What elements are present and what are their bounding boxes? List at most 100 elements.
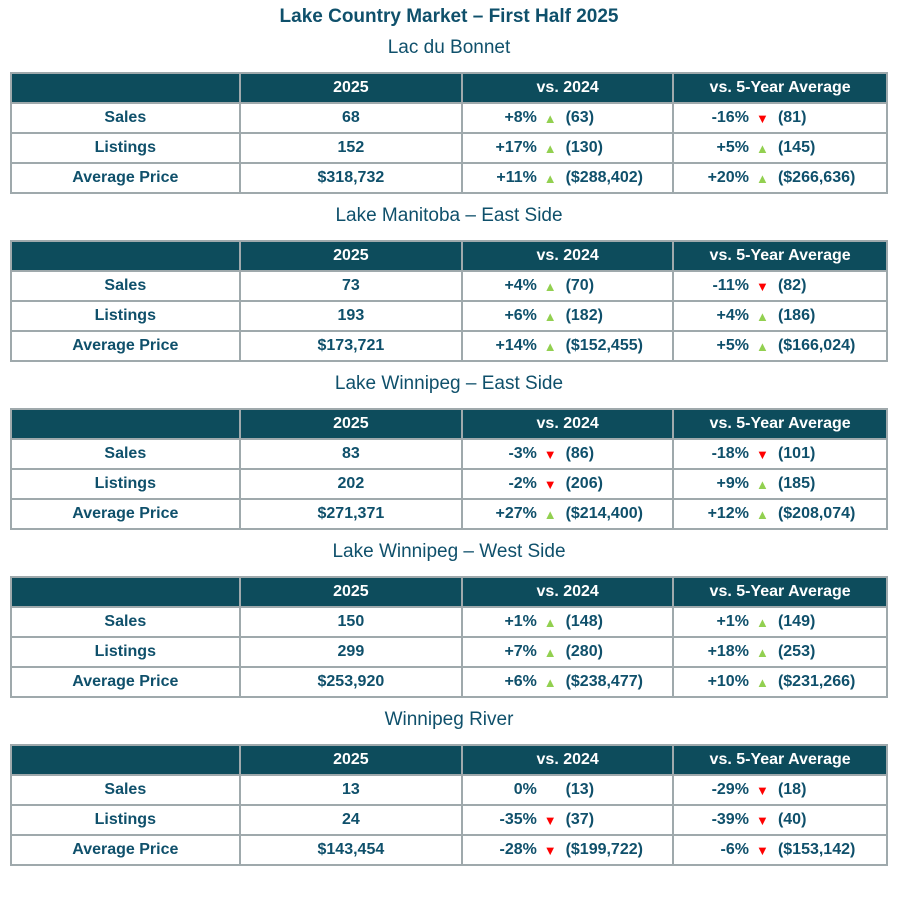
section-title: Lac du Bonnet (387, 37, 511, 58)
vs-2024-cell-content: +6% ▲ (182) (465, 307, 670, 325)
metric-column-header (10, 576, 241, 608)
vs-2024-cell: +17% ▲ (130) (461, 132, 675, 164)
trend-down-icon: ▼ (756, 842, 769, 858)
column-header-vs-5-year-average: vs. 5-Year Average (672, 72, 888, 104)
row-label: Sales (10, 606, 241, 638)
table-row-average-price: Average Price $173,721 +14% ▲ ($152,455) +5% ▲… (10, 330, 888, 362)
pct-text: +1% (504, 613, 537, 630)
pct-text: -18% (711, 445, 749, 462)
column-header-vs-2024: vs. 2024 (461, 408, 675, 440)
vs-5yr-cell-content: +18% ▲ (253) (676, 643, 884, 661)
vs-2024-cell: -3% ▼ (86) (461, 438, 675, 470)
table-row-sales: Sales 73 +4% ▲ (70) -11% ▼ (82) (10, 270, 888, 302)
trend-up-icon: ▲ (543, 278, 557, 294)
row-label: Sales (10, 774, 241, 806)
section-title: Lake Winnipeg – East Side (334, 373, 564, 394)
vs-5yr-cell-content: +10% ▲ ($231,266) (676, 673, 884, 691)
pct-text: +12% (707, 505, 749, 522)
pct-text: +14% (495, 337, 537, 354)
vs-2024-cell-content: +4% ▲ (70) (465, 277, 670, 295)
vs-5yr-cell-content: -29% ▼ (18) (676, 781, 884, 799)
header-row: 2025 vs. 2024 vs. 5-Year Average (10, 744, 888, 776)
vs-2024-cell: +6% ▲ (182) (461, 300, 675, 332)
prior-value: (70) (565, 277, 595, 294)
prior-value: (63) (565, 109, 595, 126)
value-2025: $271,371 (238, 498, 464, 530)
vs-5yr-cell: +10% ▲ ($231,266) (672, 666, 888, 698)
trend-down-icon: ▼ (756, 812, 769, 828)
prior-value: (145) (777, 139, 816, 156)
table-row-average-price: Average Price $318,732 +11% ▲ ($288,402) +20%… (10, 162, 888, 194)
prior-value: ($208,074) (777, 505, 856, 522)
prior-value: ($238,477) (565, 673, 643, 690)
vs-2024-cell: -28% ▼ ($199,722) (461, 834, 675, 866)
trend-up-icon: ▲ (756, 170, 769, 186)
vs-5yr-cell-content: +20% ▲ ($266,636) (676, 169, 884, 187)
section-lake-winnipeg-east-side: Lake Winnipeg – East Side 2025 vs. 2024 vs.… (10, 372, 888, 530)
pct-text: -11% (712, 277, 749, 294)
column-header-vs-2024: vs. 2024 (461, 744, 675, 776)
trend-down-icon: ▼ (543, 446, 557, 462)
vs-5yr-cell-content: +4% ▲ (186) (676, 307, 884, 325)
vs-5yr-cell: +5% ▲ ($166,024) (672, 330, 888, 362)
trend-up-icon: ▲ (756, 644, 769, 660)
trend-up-icon: ▲ (756, 476, 769, 492)
pct-text: +9% (716, 475, 749, 492)
row-label: Average Price (10, 162, 241, 194)
pct-text: +6% (504, 307, 537, 324)
trend-up-icon: ▲ (756, 674, 769, 690)
vs-5yr-cell: -18% ▼ (101) (672, 438, 888, 470)
value-2025: 83 (238, 438, 464, 470)
vs-2024-cell-content: +6% ▲ ($238,477) (465, 673, 670, 691)
column-header-2025: 2025 (238, 744, 464, 776)
vs-5yr-cell: -11% ▼ (82) (672, 270, 888, 302)
table-row-sales: Sales 150 +1% ▲ (148) +1% ▲ (149) (10, 606, 888, 638)
column-header-vs-2024: vs. 2024 (461, 72, 675, 104)
prior-value: (82) (777, 277, 807, 294)
row-label: Average Price (10, 834, 241, 866)
vs-5yr-cell-content: -39% ▼ (40) (676, 811, 884, 829)
vs-5yr-cell: +5% ▲ (145) (672, 132, 888, 164)
vs-5yr-cell-content: +5% ▲ ($166,024) (676, 337, 884, 355)
section-lac-du-bonnet: Lac du Bonnet 2025 vs. 2024 vs. 5-Year Aver… (10, 36, 888, 194)
pct-text: +5% (716, 337, 749, 354)
row-label: Sales (10, 102, 241, 134)
prior-value: (206) (565, 475, 603, 492)
prior-value: ($153,142) (777, 841, 856, 858)
column-header-2025: 2025 (238, 72, 464, 104)
column-header-vs-2024: vs. 2024 (461, 576, 675, 608)
value-2025: 202 (238, 468, 464, 500)
row-label: Average Price (10, 498, 241, 530)
vs-2024-cell-content: -28% ▼ ($199,722) (465, 841, 670, 859)
trend-up-icon: ▲ (756, 140, 769, 156)
value-2025: 24 (238, 804, 464, 836)
table-row-sales: Sales 68 +8% ▲ (63) -16% ▼ (81) (10, 102, 888, 134)
trend-down-icon: ▼ (756, 446, 769, 462)
table-row-sales: Sales 13 0% (13) -29% ▼ (18) (10, 774, 888, 806)
pct-text: -29% (711, 781, 749, 798)
vs-2024-cell-content: +27% ▲ ($214,400) (465, 505, 670, 523)
value-2025: 73 (238, 270, 464, 302)
trend-up-icon: ▲ (756, 338, 769, 354)
trend-up-icon: ▲ (543, 614, 557, 630)
market-table-lake-winnipeg-west-side: 2025 vs. 2024 vs. 5-Year Average Sales 150 +1… (10, 576, 888, 698)
vs-2024-cell: -35% ▼ (37) (461, 804, 675, 836)
report-page: Lake Country Market – First Half 2025 La… (10, 6, 888, 866)
trend-up-icon: ▲ (543, 170, 557, 186)
metric-column-header (10, 240, 241, 272)
vs-5yr-cell-content: +1% ▲ (149) (676, 613, 884, 631)
section-title: Lake Manitoba – East Side (335, 205, 563, 226)
table-row-listings: Listings 152 +17% ▲ (130) +5% ▲ (145) (10, 132, 888, 164)
header-row: 2025 vs. 2024 vs. 5-Year Average (10, 240, 888, 272)
table-row-listings: Listings 202 -2% ▼ (206) +9% ▲ (185) (10, 468, 888, 500)
pct-text: +11% (496, 169, 537, 186)
vs-2024-cell: -2% ▼ (206) (461, 468, 675, 500)
section-winnipeg-river: Winnipeg River 2025 vs. 2024 vs. 5-Year Ave… (10, 708, 888, 866)
prior-value: (186) (777, 307, 816, 324)
vs-2024-cell: +1% ▲ (148) (461, 606, 675, 638)
prior-value: ($166,024) (777, 337, 856, 354)
prior-value: (149) (777, 613, 816, 630)
pct-text: +27% (495, 505, 537, 522)
value-2025: 13 (238, 774, 464, 806)
value-2025: 299 (238, 636, 464, 668)
